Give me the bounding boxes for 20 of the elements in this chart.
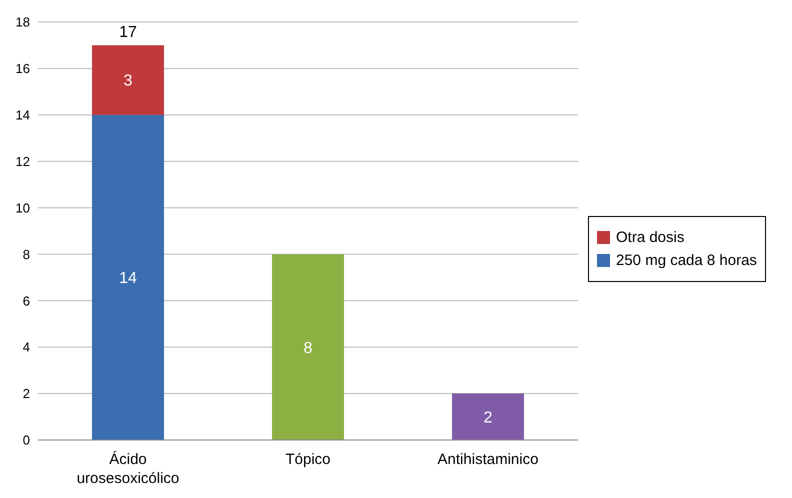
y-tick-label: 12 (16, 154, 30, 169)
data-label: 3 (124, 72, 133, 90)
x-tick-label: Tópico (285, 451, 331, 468)
data-label: 2 (484, 409, 493, 426)
data-label: 14 (119, 270, 137, 288)
y-tick-label: 6 (22, 293, 30, 308)
y-tick-label: 2 (22, 386, 30, 402)
data-label: 8 (304, 340, 313, 357)
y-tick-label: 16 (16, 61, 30, 76)
y-tick-label: 0 (22, 432, 30, 448)
y-tick-label: 14 (16, 108, 30, 123)
legend-label: Otra dosis (616, 229, 684, 246)
y-tick-label: 8 (22, 246, 30, 262)
total-label: 17 (119, 24, 137, 42)
y-tick-label: 4 (22, 340, 30, 355)
y-tick-label: 10 (16, 200, 30, 216)
x-tick-label: Antihistaminico (438, 451, 538, 468)
x-tick-label: Ácido urosesoxicólico (76, 450, 180, 487)
legend-label: 250 mg cada 8 horas (616, 252, 757, 269)
y-tick-label: 18 (16, 14, 30, 30)
